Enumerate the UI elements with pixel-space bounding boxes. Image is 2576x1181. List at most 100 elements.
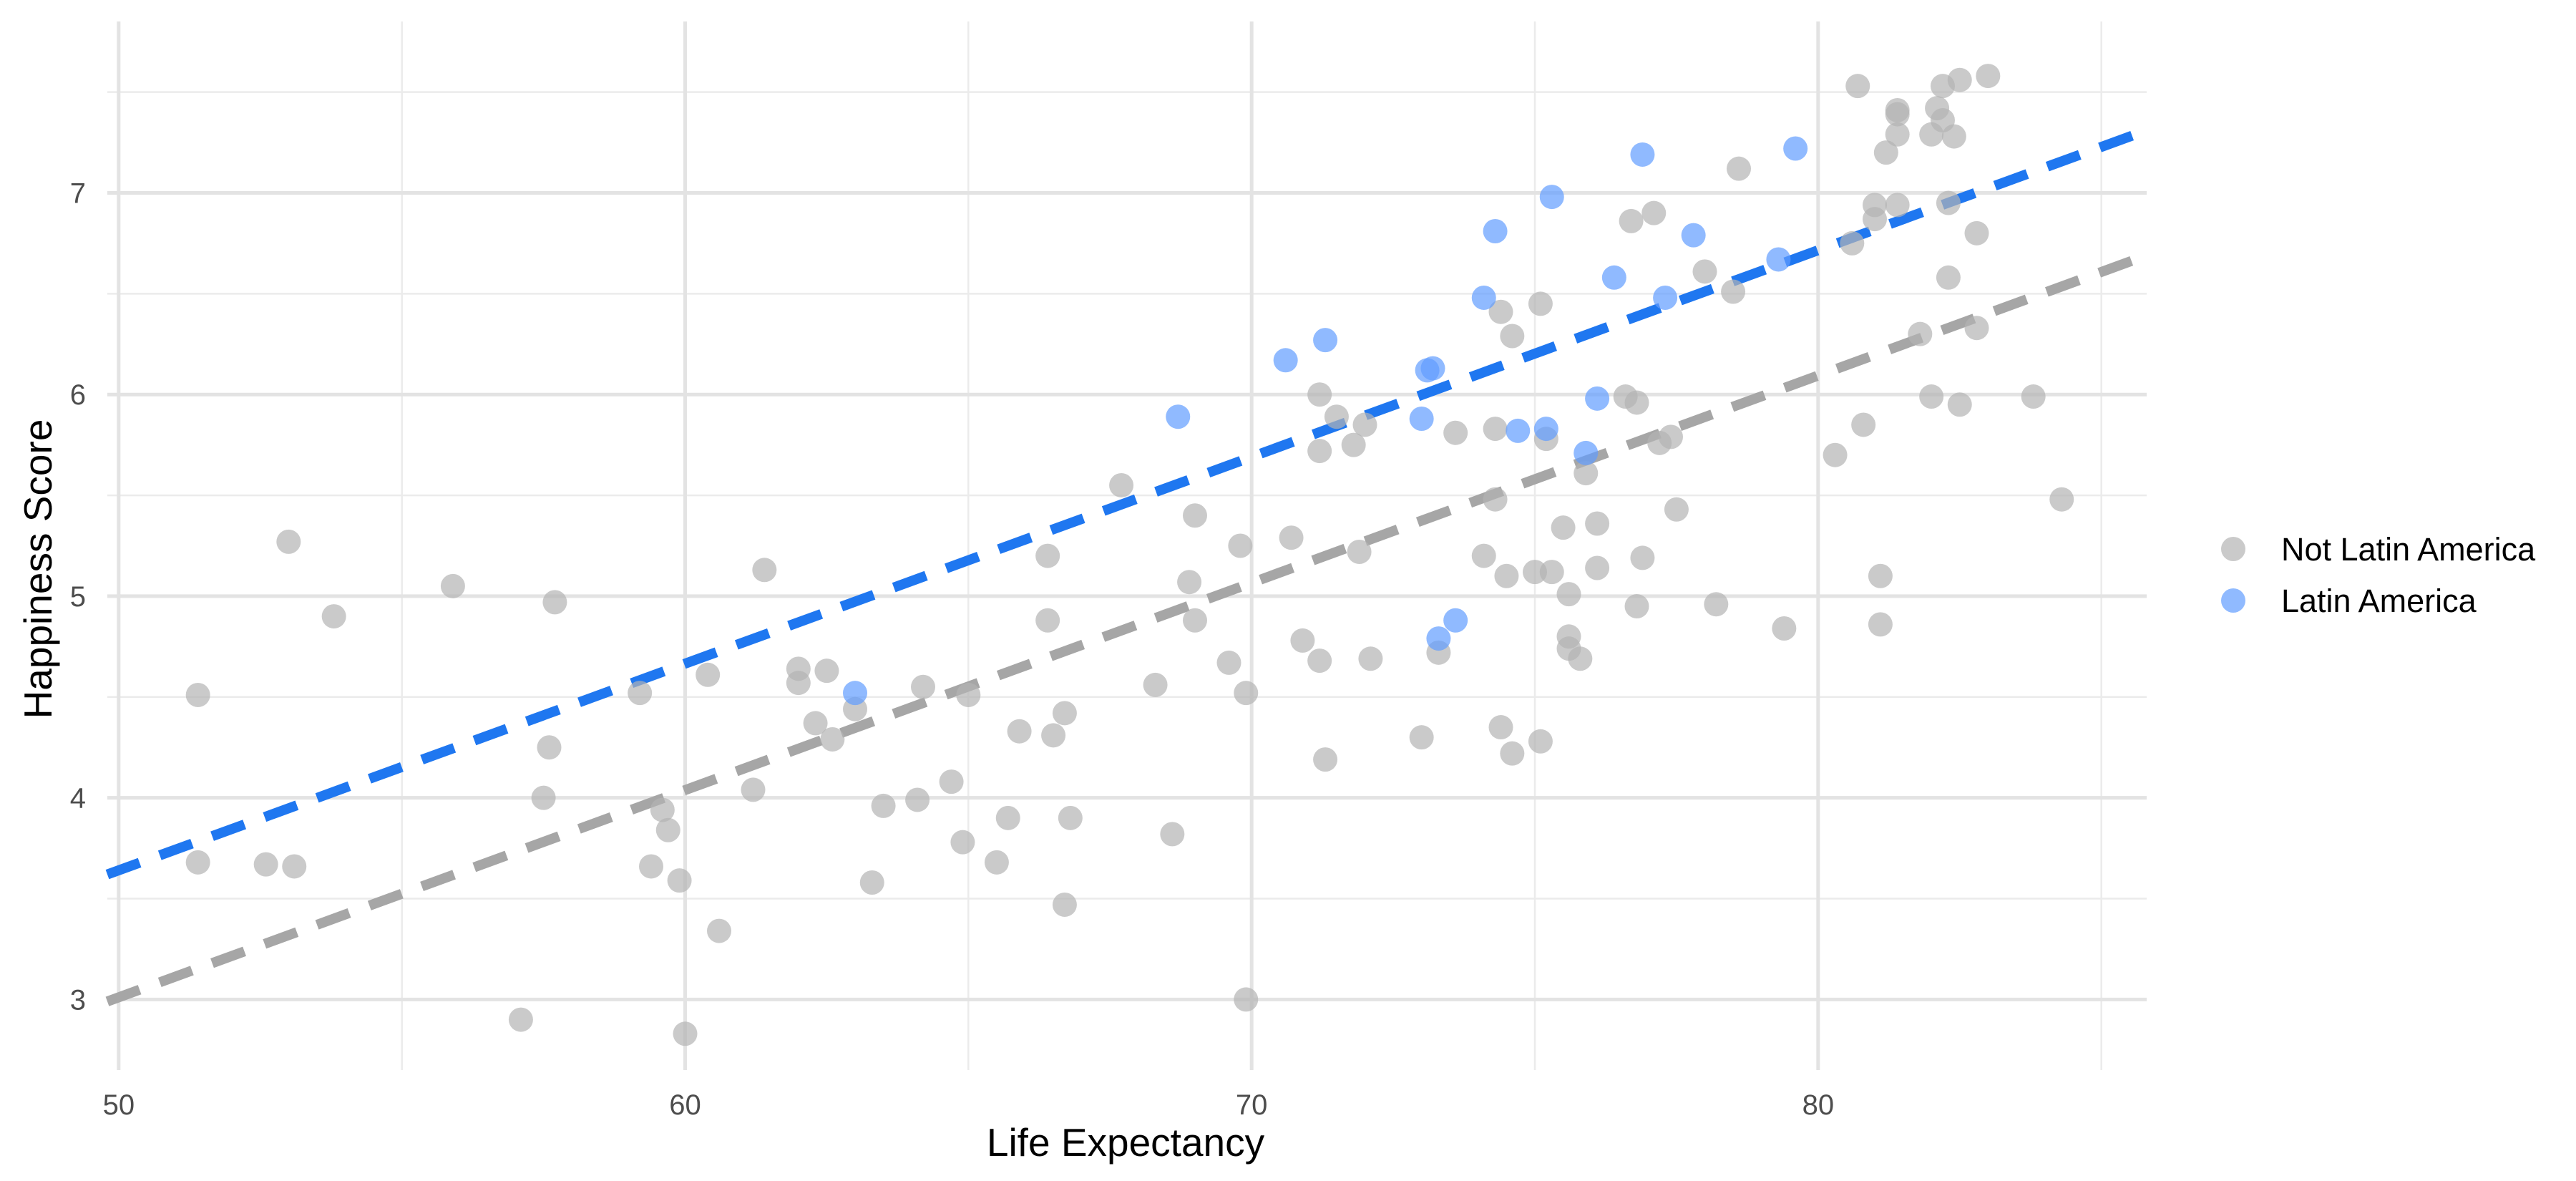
legend-key-not-latin-america xyxy=(2221,537,2245,561)
data-point xyxy=(1007,719,1032,744)
data-point xyxy=(786,671,811,696)
data-point xyxy=(1273,348,1298,373)
data-point xyxy=(1488,299,1513,324)
data-point xyxy=(1630,142,1655,167)
x-axis-title: Life Expectancy xyxy=(987,1120,1265,1165)
data-point xyxy=(1341,432,1366,457)
data-point xyxy=(843,681,867,706)
data-point xyxy=(1840,230,1865,256)
data-point xyxy=(1506,418,1531,443)
data-point xyxy=(667,868,692,893)
data-point xyxy=(1936,265,1961,290)
data-point xyxy=(956,682,981,707)
data-point xyxy=(1772,616,1797,641)
data-point xyxy=(1313,747,1338,772)
data-point xyxy=(1823,442,1848,467)
data-point xyxy=(1483,417,1508,442)
minor-gridlines xyxy=(107,21,2147,1070)
data-point xyxy=(1443,420,1468,445)
data-point xyxy=(531,785,556,810)
data-point xyxy=(1659,424,1683,449)
data-point xyxy=(1885,193,1910,218)
data-point xyxy=(1052,892,1077,917)
data-point xyxy=(939,769,964,794)
data-point xyxy=(321,604,346,629)
y-axis-title: Happiness Score xyxy=(16,419,60,719)
data-point xyxy=(650,797,675,822)
data-point xyxy=(1574,440,1599,465)
data-point xyxy=(542,590,567,615)
data-point xyxy=(1692,259,1717,284)
data-point xyxy=(1409,725,1434,750)
data-point xyxy=(950,830,975,855)
data-point xyxy=(1483,219,1508,243)
data-point xyxy=(1324,404,1349,429)
trend-line-latin-america xyxy=(105,125,2149,880)
data-point xyxy=(2049,487,2074,512)
data-point xyxy=(1160,822,1185,847)
data-point xyxy=(1556,582,1581,607)
data-point xyxy=(1035,608,1060,633)
data-point xyxy=(1885,122,1910,147)
data-point xyxy=(995,805,1020,830)
data-point xyxy=(1528,729,1553,754)
data-point xyxy=(984,850,1009,875)
data-point xyxy=(1783,136,1808,161)
data-point xyxy=(1058,805,1083,830)
data-point xyxy=(911,674,935,699)
data-point xyxy=(1216,650,1241,675)
data-point xyxy=(1585,511,1610,536)
data-point xyxy=(1471,285,1496,310)
data-point xyxy=(1420,356,1445,381)
data-point xyxy=(1936,190,1961,215)
data-point xyxy=(1863,193,1887,218)
data-point xyxy=(1500,741,1525,766)
data-point xyxy=(1727,156,1751,181)
data-point xyxy=(1766,247,1791,272)
y-tick-label: 5 xyxy=(70,581,86,613)
tick-labels: 50 60 70 80 3 4 5 6 7 xyxy=(70,178,1834,1121)
data-point xyxy=(1601,265,1626,290)
data-point xyxy=(440,573,465,598)
data-point xyxy=(1234,987,1259,1012)
data-point xyxy=(1630,545,1655,570)
legend: Not Latin America Latin America xyxy=(2221,531,2536,619)
data-point xyxy=(871,793,896,818)
data-point xyxy=(282,854,307,879)
data-point xyxy=(628,681,653,706)
data-point xyxy=(1868,612,1893,637)
data-point xyxy=(1143,672,1168,697)
data-point xyxy=(1052,701,1077,726)
data-point xyxy=(1443,608,1468,633)
data-point xyxy=(707,918,731,943)
series-not-latin-america xyxy=(185,64,2074,1046)
data-point xyxy=(1307,439,1332,464)
data-point xyxy=(1228,533,1253,558)
data-point xyxy=(1488,715,1513,740)
data-point xyxy=(537,735,562,760)
data-point xyxy=(1585,555,1610,580)
data-point xyxy=(1035,543,1060,568)
data-point xyxy=(1976,64,2001,89)
data-point xyxy=(820,726,845,752)
data-point xyxy=(1234,681,1259,706)
x-tick-label: 50 xyxy=(103,1089,135,1121)
data-point xyxy=(1574,461,1599,486)
data-point xyxy=(1885,102,1910,127)
data-point xyxy=(1845,74,1870,99)
data-point xyxy=(1619,208,1644,233)
data-point xyxy=(696,662,721,687)
legend-label-not-latin-america: Not Latin America xyxy=(2281,531,2536,568)
data-point xyxy=(859,870,884,895)
data-point xyxy=(1941,124,1966,149)
data-point xyxy=(1471,543,1496,568)
data-point xyxy=(1851,412,1876,437)
data-point xyxy=(1307,382,1332,407)
y-tick-label: 7 xyxy=(70,178,86,209)
data-point xyxy=(1539,560,1564,585)
data-point xyxy=(1947,67,1972,92)
data-point xyxy=(253,852,278,877)
data-point xyxy=(1533,417,1558,442)
data-point xyxy=(1177,570,1202,595)
